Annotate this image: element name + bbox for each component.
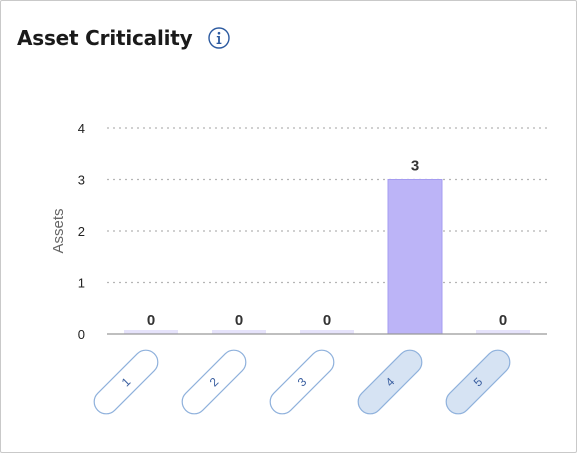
data-labels: 0 0 0 3 0 [147, 158, 507, 330]
bar-4[interactable] [387, 179, 443, 335]
category-pill-shape [445, 349, 511, 415]
bars [124, 179, 530, 335]
category-pill-shape [357, 349, 423, 415]
y-axis-ticks: 0 1 2 3 4 [78, 121, 85, 342]
data-label-2: 0 [235, 312, 243, 329]
y-tick-label: 1 [78, 276, 85, 291]
y-tick-label: 2 [78, 224, 85, 239]
category-pill-shape [269, 349, 335, 415]
grid-lines [107, 127, 547, 284]
data-label-4: 3 [411, 158, 419, 175]
card-header: Asset Criticality [17, 23, 231, 53]
card-title: Asset Criticality [17, 26, 193, 50]
category-pill-1[interactable]: 1 [89, 345, 163, 419]
bar-5[interactable] [476, 330, 530, 334]
y-tick-label: 4 [78, 121, 85, 136]
y-axis-title: Assets [50, 208, 67, 253]
bar-2[interactable] [212, 330, 266, 334]
data-label-5: 0 [499, 312, 507, 329]
info-icon[interactable] [208, 27, 231, 49]
data-label-1: 0 [147, 312, 155, 329]
y-tick-label: 0 [78, 327, 85, 342]
category-pill-2[interactable]: 2 [177, 345, 251, 419]
category-pill-3[interactable]: 3 [265, 345, 339, 419]
data-label-3: 0 [323, 312, 331, 329]
bar-1[interactable] [124, 330, 178, 334]
bar-3[interactable] [300, 330, 354, 334]
category-pill-5[interactable]: 5 [441, 345, 515, 419]
y-tick-label: 3 [78, 173, 85, 188]
category-pill-shape [181, 349, 247, 415]
category-pill-4[interactable]: 4 [353, 345, 427, 419]
